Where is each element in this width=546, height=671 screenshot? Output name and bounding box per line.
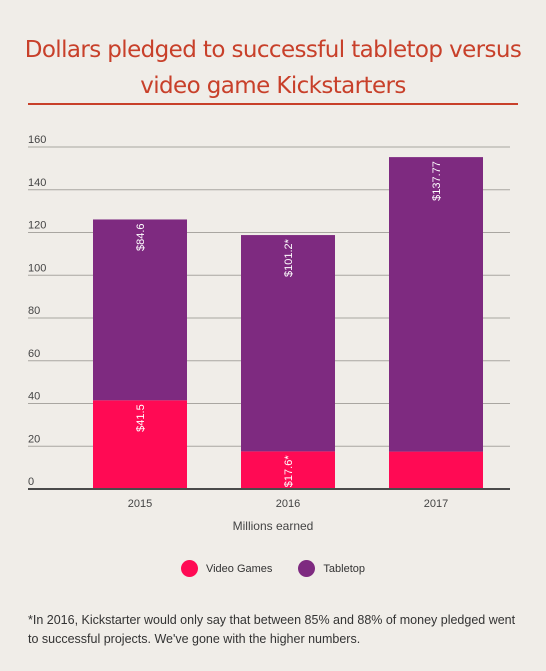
legend-swatch-tabletop <box>298 560 316 577</box>
legend-label-video-games: Video Games <box>205 562 273 575</box>
y-tick-label-100: 100 <box>28 262 46 274</box>
title-divider <box>28 103 518 105</box>
stacked-bar-chart: 0 20 40 60 80 100 120 140 160 $41.5 $84.6 2015 $17.6… <box>28 134 510 533</box>
chart-title: Dollars pledged to successful tabletop v… <box>0 32 546 104</box>
legend-swatch-video-games <box>180 560 198 577</box>
x-axis-title: Millions earned <box>233 519 314 533</box>
chart-title-line-2: video game Kickstarters <box>140 73 406 99</box>
bar-tabletop-2015 <box>93 219 187 401</box>
bar-video-games-2017 <box>389 451 483 489</box>
legend: Video Games Tabletop <box>0 560 546 577</box>
chart-title-line-1: Dollars pledged to successful tabletop v… <box>24 37 522 63</box>
bar-tabletop-2016 <box>241 235 335 452</box>
data-label-video-games-2015: $41.5 <box>135 404 147 432</box>
bar-video-games-2015 <box>93 400 187 489</box>
y-tick-label-140: 140 <box>28 177 46 189</box>
data-label-tabletop-2016: $101.2* <box>283 238 295 277</box>
legend-item-tabletop: Tabletop <box>298 560 365 577</box>
y-tick-label-120: 120 <box>28 220 46 232</box>
y-tick-label-160: 160 <box>28 134 46 146</box>
footnote: *In 2016, Kickstarter would only say tha… <box>28 613 516 646</box>
y-tick-label-0: 0 <box>28 476 34 488</box>
bar-video-games-2016 <box>241 451 335 489</box>
y-tick-label-60: 60 <box>28 348 40 360</box>
legend-label-tabletop: Tabletop <box>323 562 366 575</box>
bar-tabletop-2017 <box>389 157 483 452</box>
data-label-tabletop-2017: $137.77 <box>431 161 443 201</box>
legend-item-video-games: Video Games <box>180 560 273 577</box>
x-tick-label-2016: 2016 <box>276 498 300 510</box>
y-tick-label-20: 20 <box>28 433 40 445</box>
y-tick-label-80: 80 <box>28 305 40 317</box>
data-label-tabletop-2015: $84.6 <box>135 223 147 251</box>
x-tick-label-2015: 2015 <box>128 498 152 510</box>
y-tick-label-40: 40 <box>28 391 40 403</box>
data-label-video-games-2016: $17.6* <box>283 455 295 488</box>
x-tick-label-2017: 2017 <box>424 498 448 510</box>
